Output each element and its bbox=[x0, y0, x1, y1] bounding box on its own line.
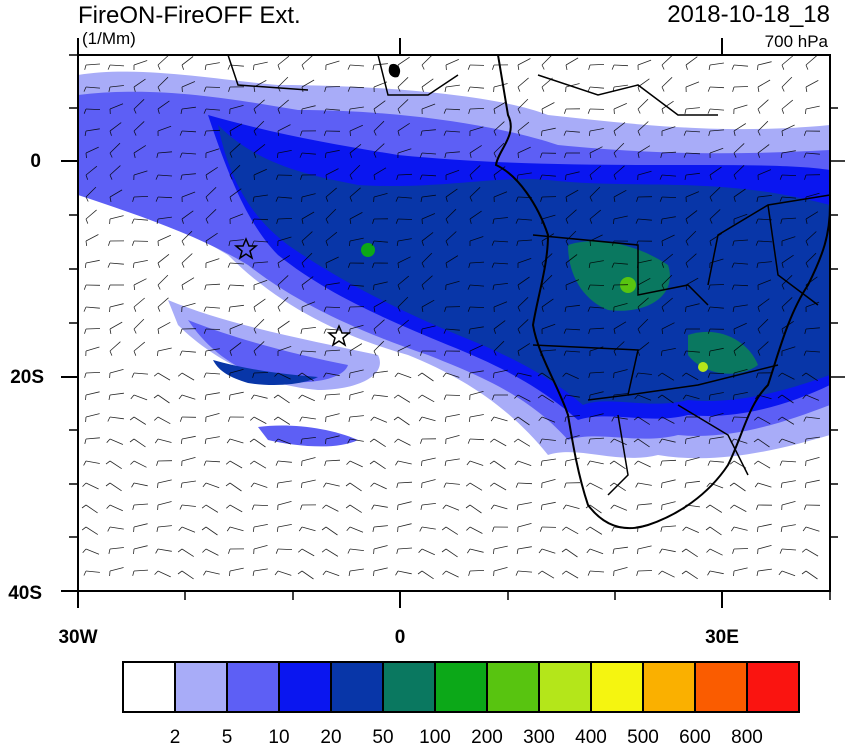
green-dot-2 bbox=[698, 362, 708, 372]
colorbar-swatch bbox=[487, 662, 539, 712]
units-label: (1/Mm) bbox=[82, 30, 136, 47]
colorbar-swatch bbox=[175, 662, 227, 712]
y-tick-label-40s: 40S bbox=[0, 583, 42, 605]
y-tick-label-20s: 20S bbox=[0, 367, 44, 389]
colorbar-label: 400 bbox=[566, 727, 616, 749]
x-tick-label-0: 0 bbox=[370, 627, 430, 649]
colorbar-swatch bbox=[279, 662, 331, 712]
colorbar-swatch bbox=[539, 662, 591, 712]
extinction-map bbox=[78, 55, 830, 591]
colorbar-swatch bbox=[695, 662, 747, 712]
colorbar-label: 300 bbox=[514, 727, 564, 749]
colorbar-label: 50 bbox=[358, 727, 408, 749]
x-tick-label-30w: 30W bbox=[48, 627, 108, 649]
green-dot-3 bbox=[361, 243, 375, 257]
colorbar-label: 800 bbox=[722, 727, 772, 749]
colorbar-label: 5 bbox=[202, 727, 252, 749]
map-panel bbox=[78, 55, 830, 591]
colorbar-swatch bbox=[747, 662, 799, 712]
colorbar-swatch bbox=[331, 662, 383, 712]
colorbar-swatch bbox=[383, 662, 435, 712]
y-tick-label-0: 0 bbox=[0, 151, 41, 173]
colorbar-label: 20 bbox=[306, 727, 356, 749]
datetime-label: 2018-10-18_18 bbox=[667, 3, 830, 27]
colorbar-label: 2 bbox=[150, 727, 200, 749]
colorbar-label: 600 bbox=[670, 727, 720, 749]
x-tick-label-30e: 30E bbox=[692, 627, 752, 649]
colorbar-swatch bbox=[227, 662, 279, 712]
colorbar-swatch bbox=[643, 662, 695, 712]
colorbar-label: 10 bbox=[254, 727, 304, 749]
pressure-level-label: 700 hPa bbox=[765, 33, 828, 50]
colorbar-label: 100 bbox=[410, 727, 460, 749]
colorbar-label: 500 bbox=[618, 727, 668, 749]
plot-title: FireON-FireOFF Ext. bbox=[78, 4, 301, 28]
colorbar-swatch bbox=[123, 662, 175, 712]
colorbar-swatch bbox=[591, 662, 643, 712]
colorbar-swatch bbox=[435, 662, 487, 712]
colorbar-label: 200 bbox=[462, 727, 512, 749]
